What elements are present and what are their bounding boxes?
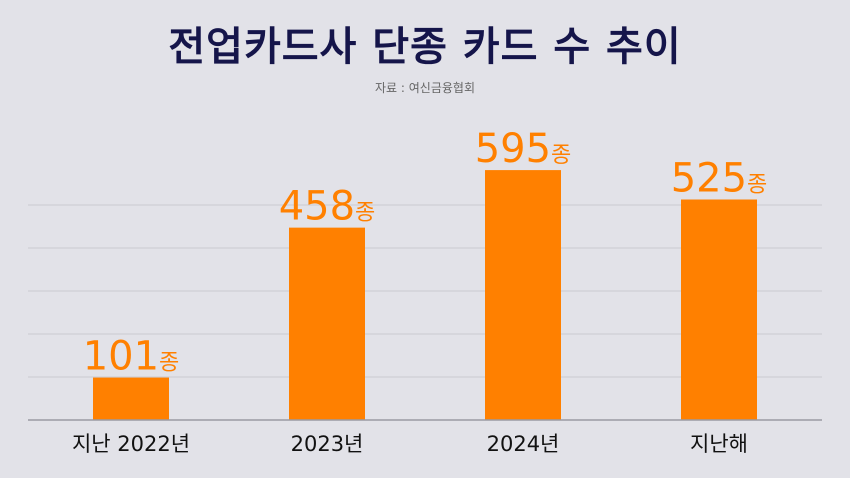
data-label: 458종: [279, 184, 376, 230]
category-label: 지난해: [690, 432, 748, 456]
category-label: 2023년: [291, 432, 364, 456]
data-labels: 101종 458종 595종 525종: [83, 126, 768, 379]
data-label: 525종: [671, 156, 768, 202]
bar: [485, 170, 561, 420]
category-label: 2024년: [487, 432, 560, 456]
category-label: 지난 2022년: [72, 432, 190, 456]
bar: [681, 199, 757, 420]
bar: [289, 227, 365, 420]
chart-title: 전업카드사 단종 카드 수 추이: [168, 24, 682, 70]
bars: [93, 170, 757, 420]
bar: [93, 377, 169, 420]
data-label: 101종: [83, 334, 180, 380]
category-labels: 지난 2022년 2023년 2024년 지난해: [72, 432, 748, 456]
source-note: 자료 : 여신금융협회: [375, 81, 475, 95]
data-label: 595종: [475, 126, 572, 172]
